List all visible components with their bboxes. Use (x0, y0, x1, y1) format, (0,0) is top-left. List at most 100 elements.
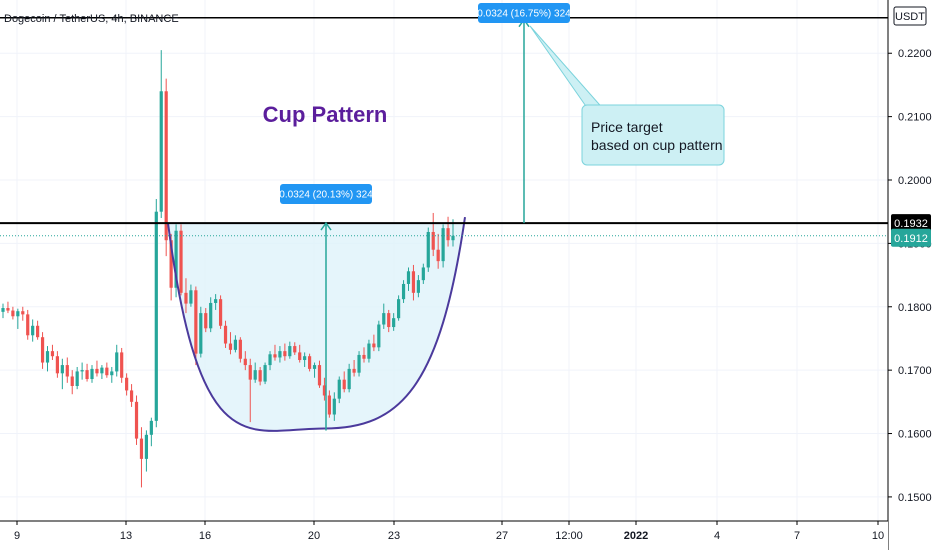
time-tick-label: 20 (308, 530, 320, 542)
price-tick-label: 0.1600 (898, 429, 932, 441)
candle-up (31, 325, 35, 336)
time-tick-label: 10 (872, 530, 884, 542)
candle-down (411, 271, 416, 293)
last-price-badge (891, 228, 931, 247)
candle-down (21, 311, 25, 315)
candle-up (332, 398, 336, 415)
candle-up (347, 368, 351, 390)
time-tick-label: 23 (388, 530, 400, 542)
resistance-price-text: 0.1932 (894, 218, 928, 230)
cup-depth-badge-text: 0.0324 (20.13%) 324 (279, 190, 373, 201)
candle-up (75, 371, 79, 386)
candle-up (367, 343, 371, 359)
candle-up (100, 367, 104, 374)
candle-down (258, 370, 262, 382)
candle-down (248, 365, 252, 380)
candle-down (204, 313, 208, 329)
candle-down (283, 351, 287, 357)
candle-up (451, 235, 455, 241)
candle-up (382, 313, 386, 325)
time-tick-label: 13 (120, 530, 132, 542)
candle-up (263, 365, 267, 382)
candle-up (159, 91, 163, 212)
candle-up (441, 228, 445, 262)
candle-down (342, 379, 346, 390)
price-tick-label: 0.2000 (898, 175, 932, 187)
candle-up (149, 420, 153, 435)
candle-down (298, 352, 302, 361)
candle-down (243, 358, 247, 366)
candle-down (352, 368, 356, 373)
cup-overlay (168, 217, 465, 431)
candle-up (16, 311, 20, 317)
candle-down (317, 365, 322, 386)
target-badge (478, 3, 570, 23)
note-line1: Price target (591, 119, 663, 135)
candle-down (169, 240, 173, 288)
candle-down (293, 346, 297, 353)
candle-up (1, 308, 5, 312)
candle-down (184, 292, 188, 304)
annotations: 0.0324 (20.13%) 324 0.0324 (16.75%) 324 Pr… (0, 3, 888, 432)
time-tick-label: 2022 (624, 530, 648, 542)
note-pointer (529, 25, 608, 113)
time-tick-label: 12:00 (555, 530, 583, 542)
candle-up (253, 370, 257, 380)
candle-down (50, 351, 55, 357)
candle-down (6, 308, 10, 311)
candle-down (218, 299, 223, 326)
candle-up (90, 368, 94, 380)
candles (1, 50, 455, 488)
candle-up (426, 231, 430, 268)
candle-up (45, 351, 50, 363)
cup-depth-arrow-head (320, 221, 332, 231)
candle-down (194, 290, 198, 354)
candle-down (387, 313, 391, 328)
time-axis-panel (0, 521, 888, 550)
candle-up (397, 299, 401, 319)
last-price-text: 0.1912 (894, 233, 928, 245)
candle-up (115, 352, 119, 372)
time-tick-label: 7 (794, 530, 800, 542)
candle-up (303, 356, 307, 361)
candle-up (199, 313, 203, 354)
candle-down (322, 385, 327, 396)
resistance-price-badge (891, 214, 931, 233)
candle-up (337, 379, 341, 399)
time-tick-label: 4 (714, 530, 720, 542)
candle-down (120, 352, 124, 378)
candle-up (401, 283, 406, 300)
candle-down (223, 325, 228, 344)
candle-up (288, 346, 292, 357)
candle-up (416, 280, 420, 293)
price-axis-panel (888, 0, 932, 550)
time-tick-label: 16 (199, 530, 211, 542)
candle-down (134, 401, 139, 439)
candle-down (139, 438, 144, 459)
candle-down (26, 314, 30, 336)
cup-curve (167, 216, 466, 432)
candle-down (36, 325, 40, 338)
candle-up (357, 354, 361, 373)
candle-down (55, 356, 59, 374)
candle-down (238, 339, 242, 359)
candle-down (11, 310, 15, 317)
candle-down (125, 377, 129, 391)
candle-up (154, 211, 158, 421)
candle-up (278, 351, 282, 358)
candle-down (228, 343, 233, 350)
price-tick-label: 0.1800 (898, 302, 932, 314)
candle-down (105, 367, 109, 376)
candle-down (446, 228, 450, 241)
cup-title: Cup Pattern (263, 102, 388, 127)
candle-up (392, 318, 396, 328)
candle-up (209, 302, 213, 329)
target-badge-text: 0.0324 (16.75%) 324 (477, 9, 571, 20)
note-box (581, 104, 725, 166)
currency-label: USDT (895, 11, 925, 23)
note-line2: based on cup pattern (591, 137, 723, 153)
chart-title: Dogecoin / TetherUS, 4h, BINANCE (4, 13, 179, 25)
candle-up (80, 370, 84, 372)
